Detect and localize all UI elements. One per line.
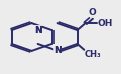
Text: OH: OH xyxy=(98,19,113,28)
Text: N: N xyxy=(54,46,61,55)
Text: N: N xyxy=(34,26,41,35)
Text: N: N xyxy=(54,46,61,55)
Text: N: N xyxy=(34,26,41,35)
Text: O: O xyxy=(88,8,96,17)
Text: N: N xyxy=(54,46,61,55)
Text: CH₃: CH₃ xyxy=(85,50,102,59)
Text: N: N xyxy=(34,26,41,35)
